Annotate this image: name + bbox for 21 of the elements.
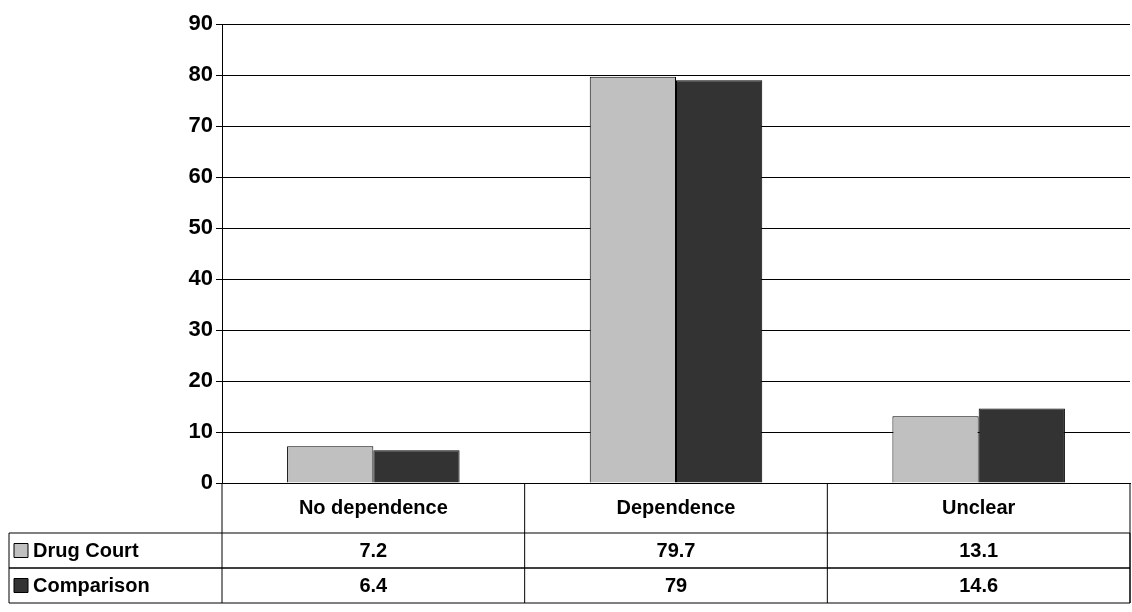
y-tick-label: 10 <box>188 418 213 444</box>
data-label: 79 <box>664 574 688 597</box>
y-tick-label: 70 <box>188 112 213 138</box>
x-tick-label: Dependence <box>616 495 736 518</box>
data-label: 7.2 <box>359 539 388 562</box>
y-tick-label: 50 <box>188 214 213 240</box>
y-tick-label: 20 <box>188 367 213 393</box>
y-tick-label: 60 <box>188 163 213 189</box>
legend-label: Comparison <box>33 574 150 597</box>
y-tick-label: 40 <box>188 265 213 291</box>
legend-label: Drug Court <box>33 539 139 562</box>
y-tick-label: 80 <box>188 61 213 87</box>
x-tick-label: Unclear <box>941 495 1016 518</box>
y-tick-label: 30 <box>188 316 213 342</box>
data-label: 79.7 <box>656 539 696 562</box>
data-label: 13.1 <box>959 539 999 562</box>
y-tick-label: 0 <box>200 469 213 495</box>
y-tick-label: 90 <box>188 10 213 36</box>
data-label: 14.6 <box>959 574 999 597</box>
data-label: 6.4 <box>359 574 389 597</box>
x-tick-label: No dependence <box>298 495 448 518</box>
